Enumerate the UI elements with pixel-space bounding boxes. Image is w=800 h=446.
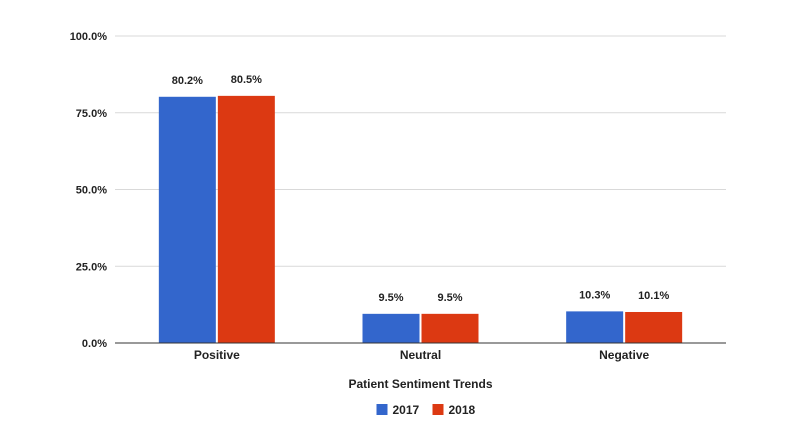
bar-2017-negative[interactable] (566, 311, 624, 343)
legend-swatch (432, 404, 444, 415)
data-label-2017-positive: 80.2% (172, 75, 203, 87)
x-axis-title: Patient Sentiment Trends (348, 377, 492, 391)
y-tick-label: 75.0% (76, 108, 107, 120)
bars (158, 95, 683, 344)
y-tick-label: 50.0% (76, 185, 107, 197)
legend-item-2018[interactable]: 2018 (432, 403, 476, 417)
y-tick-label: 100.0% (70, 31, 108, 43)
legend-swatch (376, 404, 388, 415)
bar-2018-negative[interactable] (625, 311, 683, 343)
y-tick-label: 0.0% (82, 338, 107, 350)
y-axis-tick-labels: 0.0% 25.0% 50.0% 75.0% 100.0% (70, 31, 108, 350)
bar-2017-neutral[interactable] (362, 313, 420, 343)
category-label-neutral: Neutral (400, 348, 441, 362)
bar-2018-neutral[interactable] (421, 313, 479, 343)
x-axis-category-labels: Positive Neutral Negative (194, 348, 650, 362)
data-label-2018-positive: 80.5% (231, 74, 262, 86)
data-label-2017-negative: 10.3% (579, 289, 610, 301)
data-labels: 80.2% 80.5% 9.5% 9.5% 10.3% 10.1% (172, 74, 670, 304)
data-label-2018-neutral: 9.5% (437, 292, 462, 304)
data-label-2017-neutral: 9.5% (378, 292, 403, 304)
bar-2018-positive[interactable] (217, 95, 275, 344)
bar-2017-positive[interactable] (158, 96, 216, 343)
gridlines (115, 35, 726, 267)
legend[interactable]: 2017 2018 (376, 403, 476, 417)
data-label-2018-negative: 10.1% (638, 290, 669, 302)
legend-label: 2017 (393, 403, 420, 417)
y-tick-label: 25.0% (76, 261, 107, 273)
legend-item-2017[interactable]: 2017 (376, 403, 420, 417)
legend-label: 2018 (449, 403, 476, 417)
category-label-positive: Positive (194, 348, 240, 362)
category-label-negative: Negative (599, 348, 649, 362)
